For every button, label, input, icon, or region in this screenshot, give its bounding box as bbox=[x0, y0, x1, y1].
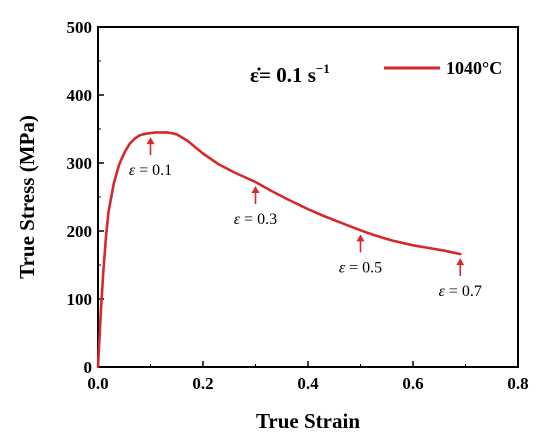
series-line-1040 bbox=[96, 131, 462, 369]
annotation-value: = 0.1 bbox=[135, 162, 172, 179]
annotation-value: = 0.3 bbox=[240, 211, 277, 228]
x-tick-label: 0.8 bbox=[507, 374, 528, 393]
annotation-label: ε = 0.7 bbox=[439, 283, 482, 300]
annotation-symbol: ε bbox=[339, 259, 346, 276]
annotation-arrow-head bbox=[146, 137, 155, 145]
annotation-arrow-head bbox=[356, 234, 365, 242]
annotation-layer: ε = 0.1ε = 0.3ε = 0.5ε = 0.7 bbox=[129, 137, 482, 300]
annotation-arrow-head bbox=[251, 186, 260, 194]
x-tick-label: 0.6 bbox=[402, 374, 423, 393]
x-axis-title: True Strain bbox=[256, 409, 360, 433]
annotation-symbol: ε bbox=[129, 162, 136, 179]
x-axis-ticks: 0.0 0.2 0.4 0.6 0.8 bbox=[87, 361, 529, 393]
y-tick-label: 500 bbox=[67, 18, 93, 37]
x-tick-label: 0.2 bbox=[192, 374, 213, 393]
x-tick-label: 0.4 bbox=[297, 374, 319, 393]
y-axis-title: True Stress (MPa) bbox=[15, 115, 39, 279]
y-tick-label: 100 bbox=[67, 290, 93, 309]
annotation-label: ε = 0.1 bbox=[129, 162, 172, 179]
annotation-value: = 0.7 bbox=[445, 283, 482, 300]
annotation-value: = 0.5 bbox=[345, 259, 382, 276]
annotation-label: ε = 0.5 bbox=[339, 259, 382, 276]
legend-label-1040: 1040°C bbox=[446, 58, 502, 78]
x-tick-label: 0.0 bbox=[87, 374, 108, 393]
annotation-symbol: ε bbox=[234, 211, 241, 228]
y-tick-label: 200 bbox=[67, 222, 93, 241]
y-tick-label: 300 bbox=[67, 154, 93, 173]
strain-rate-label: ε̇= 0.1 s−1 bbox=[250, 61, 330, 87]
y-tick-label: 400 bbox=[67, 86, 93, 105]
y-axis-ticks: 0 100 200 300 400 500 bbox=[67, 18, 104, 377]
strain-rate-exponent: −1 bbox=[316, 61, 330, 76]
strain-rate-text: ε̇= 0.1 s bbox=[250, 63, 316, 87]
annotation-label: ε = 0.3 bbox=[234, 211, 277, 228]
y-tick-label: 0 bbox=[84, 358, 93, 377]
legend: 1040°C bbox=[384, 58, 502, 78]
annotation-symbol: ε bbox=[439, 283, 446, 300]
annotation-arrow-head bbox=[456, 258, 465, 266]
series-layer bbox=[96, 131, 462, 369]
